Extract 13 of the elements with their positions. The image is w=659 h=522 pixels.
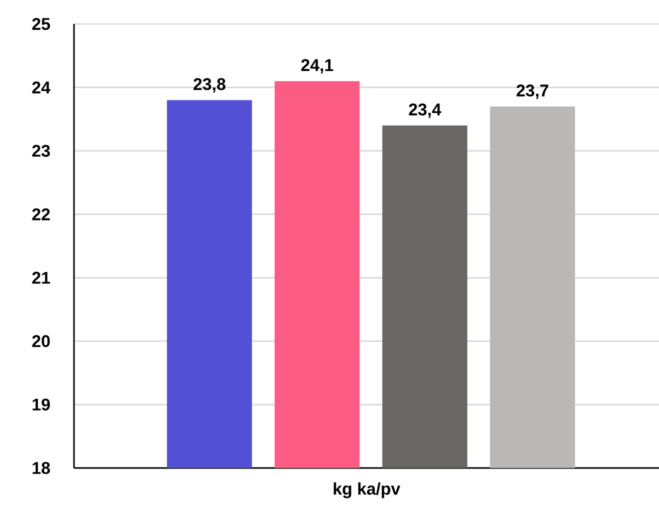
y-tick-label: 25 (32, 18, 50, 30)
data-label: 23,8 (194, 78, 226, 93)
data-label: 23,7 (516, 84, 548, 99)
y-tick-label: 23 (32, 144, 50, 157)
data-label: 23,4 (408, 104, 442, 118)
y-tick-label: 24 (32, 82, 50, 94)
y-tick-label: 20 (32, 335, 50, 348)
y-tick-label: 18 (32, 462, 50, 474)
data-label: 24,1 (301, 59, 334, 74)
x-axis-title: kg ka/pv (334, 482, 400, 498)
y-tick-label: 19 (32, 398, 50, 411)
y-tick-label: 21 (32, 272, 50, 284)
y-tick-label: 22 (32, 208, 50, 220)
